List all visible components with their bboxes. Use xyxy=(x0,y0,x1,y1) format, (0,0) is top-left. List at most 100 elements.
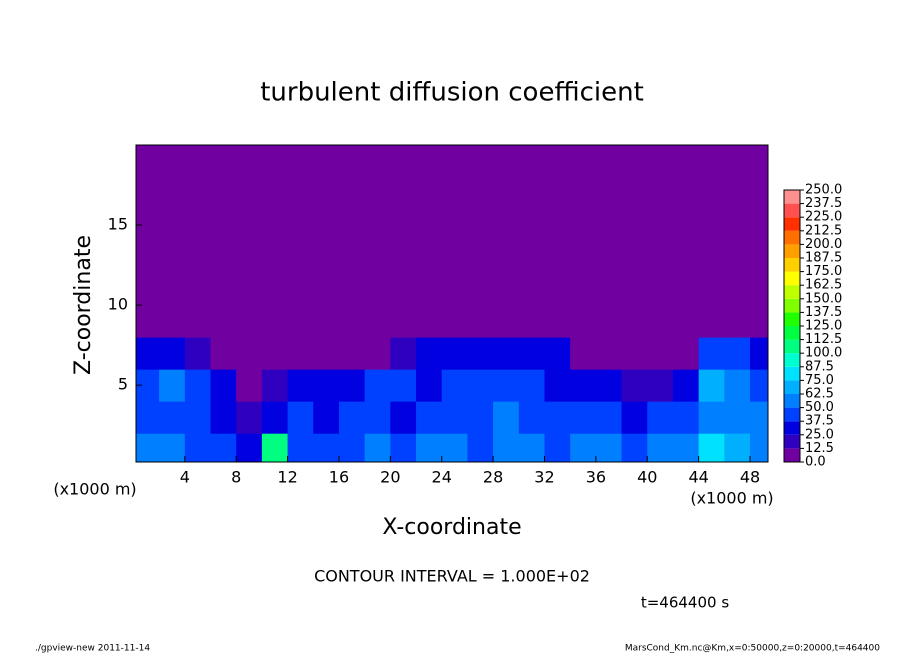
colorbar-label: 12.5 xyxy=(805,441,834,456)
heat-cell xyxy=(236,273,263,306)
heat-cell xyxy=(364,241,391,274)
heat-cell xyxy=(364,369,391,402)
heat-cell xyxy=(750,209,768,242)
heat-cell xyxy=(390,305,417,338)
heat-cell xyxy=(390,209,417,242)
heat-cell xyxy=(236,305,263,338)
heat-cell xyxy=(493,145,520,178)
heat-cell xyxy=(159,273,186,306)
heat-cell xyxy=(570,241,597,274)
heat-cell xyxy=(210,209,237,242)
heat-cell xyxy=(724,401,751,434)
heat-cell xyxy=(672,337,700,370)
heat-cell xyxy=(261,401,289,434)
heat-cell xyxy=(184,209,212,242)
heat-cell xyxy=(210,305,237,338)
heat-cell xyxy=(287,241,314,274)
heat-cell xyxy=(544,209,571,242)
heat-cell xyxy=(136,433,160,462)
heat-cell xyxy=(390,241,417,274)
heat-cell xyxy=(364,401,391,434)
heat-cell xyxy=(364,305,391,338)
heat-cell xyxy=(621,177,648,210)
heat-cell xyxy=(236,177,263,210)
x-tick-label: 28 xyxy=(483,468,503,487)
heat-cell xyxy=(313,305,340,338)
heat-cell xyxy=(570,273,597,306)
heat-cell xyxy=(159,369,186,402)
heat-cell xyxy=(493,305,520,338)
heat-cell xyxy=(416,241,443,274)
heat-cell xyxy=(287,145,314,178)
heat-cell xyxy=(236,433,263,462)
heat-cell xyxy=(261,337,289,370)
heat-cell xyxy=(441,305,468,338)
heat-cell xyxy=(672,433,700,462)
heat-cell xyxy=(441,241,468,274)
heat-cell xyxy=(570,369,597,402)
heat-cell xyxy=(441,145,468,178)
colorbar-label: 250.0 xyxy=(805,183,842,198)
heat-cell xyxy=(338,433,366,462)
heat-cell xyxy=(621,305,648,338)
colorbar-label: 75.0 xyxy=(805,373,834,388)
heat-cell xyxy=(338,369,366,402)
heat-cell xyxy=(518,241,545,274)
heat-cell xyxy=(698,369,725,402)
colorbar-swatch xyxy=(784,380,800,394)
heat-cell xyxy=(441,177,468,210)
heat-cell xyxy=(159,337,186,370)
heat-cell xyxy=(313,273,340,306)
heat-cell xyxy=(493,177,520,210)
x-tick-label: 20 xyxy=(380,468,400,487)
colorbar-swatch xyxy=(784,407,800,422)
heat-cell xyxy=(493,209,520,242)
heat-cell xyxy=(390,433,417,462)
heat-cell xyxy=(287,433,314,462)
heat-cell xyxy=(338,401,366,434)
colorbar-label: 62.5 xyxy=(805,387,834,402)
colorbar-swatch xyxy=(784,434,800,449)
heat-cell xyxy=(647,273,674,306)
colorbar-swatch xyxy=(784,326,800,340)
colorbar-label: 112.5 xyxy=(805,332,842,347)
heat-cell xyxy=(261,145,289,178)
heat-cell xyxy=(595,209,623,242)
heat-cell xyxy=(136,177,160,210)
heat-cell xyxy=(184,241,212,274)
heat-cell xyxy=(467,145,494,178)
heat-cell xyxy=(698,209,725,242)
heat-cell xyxy=(544,401,571,434)
y-axis-label: Z-coordinate xyxy=(71,235,96,375)
heat-cell xyxy=(210,337,237,370)
heat-cell xyxy=(595,273,623,306)
heat-cell xyxy=(647,401,674,434)
colorbar-label: 237.5 xyxy=(805,196,842,211)
heat-cell xyxy=(136,401,160,434)
heat-cell xyxy=(136,273,160,306)
heat-cell xyxy=(287,401,314,434)
heat-cell xyxy=(518,401,545,434)
heat-cell xyxy=(159,305,186,338)
colorbar-label: 125.0 xyxy=(805,319,842,334)
heat-cell xyxy=(416,337,443,370)
heat-cell xyxy=(313,369,340,402)
heat-cell xyxy=(416,273,443,306)
heat-cell xyxy=(750,305,768,338)
heat-cell xyxy=(338,337,366,370)
heat-cell xyxy=(544,241,571,274)
heat-cell xyxy=(287,337,314,370)
heat-cell xyxy=(621,209,648,242)
heat-cell xyxy=(698,177,725,210)
heat-cell xyxy=(724,273,751,306)
heat-cell xyxy=(595,241,623,274)
heat-cell xyxy=(236,145,263,178)
heat-cell xyxy=(184,369,212,402)
heat-cell xyxy=(390,177,417,210)
heat-cell xyxy=(416,433,443,462)
heat-cell xyxy=(621,401,648,434)
heat-cell xyxy=(621,433,648,462)
heat-cell xyxy=(647,337,674,370)
colorbar-swatch xyxy=(784,217,800,231)
colorbar-swatch xyxy=(784,448,800,462)
